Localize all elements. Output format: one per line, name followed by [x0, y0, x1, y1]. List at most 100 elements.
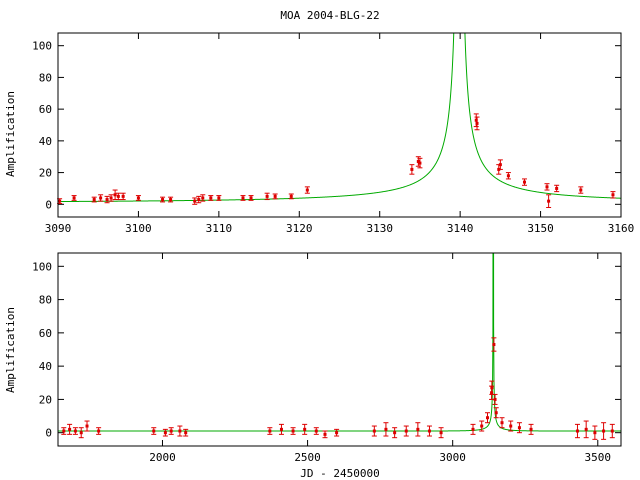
- bottom-model-curve: [58, 253, 621, 432]
- top-data-point: [611, 193, 615, 197]
- top-xtick-label: 3120: [286, 222, 313, 235]
- top-ytick-label: 20: [39, 167, 52, 180]
- top-data-point: [116, 194, 120, 198]
- top-data-point: [265, 194, 269, 198]
- bottom-data-point: [509, 424, 513, 428]
- bottom-data-point: [471, 427, 475, 431]
- bottom-ytick-label: 100: [32, 260, 52, 273]
- top-plot-frame: [57, 32, 622, 218]
- bottom-xtick-label: 2500: [294, 451, 321, 464]
- bottom-data-point: [97, 429, 101, 433]
- top-data-point: [217, 196, 221, 200]
- bottom-data-point: [85, 424, 89, 428]
- top-data-point: [193, 199, 197, 203]
- bottom-data-point: [152, 429, 156, 433]
- bottom-data-point: [291, 429, 295, 433]
- bottom-observations: [61, 337, 615, 440]
- bottom-data-point: [610, 429, 614, 433]
- bottom-data-point: [575, 429, 579, 433]
- bottom-ylabel: Amplification: [4, 307, 17, 393]
- bottom-data-point: [486, 416, 490, 420]
- top-ytick-label: 100: [32, 40, 52, 53]
- bottom-data-point: [384, 427, 388, 431]
- bottom-model-line: [58, 253, 621, 432]
- chart-title: MOA 2004-BLG-22: [280, 9, 379, 22]
- bottom-plot-frame: [57, 252, 622, 447]
- top-observations: [57, 113, 616, 208]
- top-xtick-label: 3090: [45, 222, 72, 235]
- bottom-data-point: [416, 427, 420, 431]
- bottom-data-point: [314, 429, 318, 433]
- top-xtick-label: 3110: [206, 222, 233, 235]
- bottom-data-point: [323, 432, 327, 436]
- top-model-curve: [58, 33, 621, 203]
- bottom-data-point: [404, 429, 408, 433]
- top-data-point: [136, 196, 140, 200]
- bottom-data-point: [279, 427, 283, 431]
- bottom-data-point: [73, 429, 77, 433]
- top-ytick-label: 60: [39, 103, 52, 116]
- bottom-xlabel: JD - 2450000: [300, 467, 379, 480]
- bottom-data-point: [500, 421, 504, 425]
- bottom-data-point: [268, 429, 272, 433]
- top-data-point: [92, 198, 96, 202]
- top-data-point: [161, 198, 165, 202]
- top-ytick-label: 80: [39, 71, 52, 84]
- bottom-ytick-label: 40: [39, 360, 52, 373]
- bottom-data-point: [427, 429, 431, 433]
- bottom-data-point: [480, 424, 484, 428]
- top-data-point: [169, 198, 173, 202]
- top-data-point: [241, 196, 245, 200]
- bottom-ytick-label: 60: [39, 327, 52, 340]
- top-data-point: [474, 118, 478, 122]
- bottom-ytick-label: 20: [39, 393, 52, 406]
- bottom-data-point: [79, 431, 83, 435]
- bottom-data-point: [493, 397, 497, 401]
- bottom-data-point: [62, 429, 66, 433]
- bottom-xtick-label: 3500: [585, 451, 612, 464]
- top-data-point: [475, 121, 479, 125]
- bottom-data-point: [490, 386, 494, 390]
- top-data-point: [506, 174, 510, 178]
- top-data-point: [105, 198, 109, 202]
- bottom-data-point: [529, 427, 533, 431]
- bottom-xtick-label: 3000: [439, 451, 466, 464]
- bottom-data-point: [68, 427, 72, 431]
- top-data-point: [410, 167, 414, 171]
- top-xtick-label: 3150: [527, 222, 554, 235]
- bottom-data-point: [593, 431, 597, 435]
- top-data-point: [555, 186, 559, 190]
- top-ytick-label: 0: [45, 198, 52, 211]
- top-model-line: [58, 33, 621, 203]
- bottom-data-point: [372, 429, 376, 433]
- top-panel: Amplification 0 20 40 60 80 100 3090 3100 3110 31…: [4, 32, 634, 235]
- top-data-point: [109, 196, 113, 200]
- top-ytick-label: 40: [39, 135, 52, 148]
- bottom-data-point: [492, 343, 496, 347]
- top-data-point: [418, 161, 422, 165]
- bottom-data-point: [439, 431, 443, 435]
- bottom-data-point: [303, 427, 307, 431]
- bottom-xtick-label: 2000: [149, 451, 176, 464]
- top-data-point: [72, 196, 76, 200]
- top-data-point: [58, 199, 62, 203]
- bottom-data-point: [335, 431, 339, 435]
- bottom-data-point: [393, 431, 397, 435]
- top-data-point: [498, 163, 502, 167]
- bottom-data-point: [602, 429, 606, 433]
- top-ylabel: Amplification: [4, 91, 17, 177]
- top-data-point: [547, 199, 551, 203]
- top-data-point: [416, 159, 420, 163]
- top-data-point: [545, 185, 549, 189]
- top-data-point: [99, 196, 103, 200]
- top-data-point: [113, 193, 117, 197]
- top-axis-ticks: 0 20 40 60 80 100 3090 3100 3110 3120 3130 3140 3150…: [32, 33, 634, 235]
- top-data-point: [209, 196, 213, 200]
- bottom-ytick-label: 0: [45, 427, 52, 440]
- bottom-panel: Amplification 0 20 40 60 80 100 2000 2500 3000 35…: [4, 252, 622, 480]
- bottom-axis-ticks: 0 20 40 60 80 100 2000 2500 3000 3500: [32, 253, 621, 464]
- top-data-point: [289, 194, 293, 198]
- bottom-data-point: [494, 411, 498, 415]
- bottom-data-point: [163, 431, 167, 435]
